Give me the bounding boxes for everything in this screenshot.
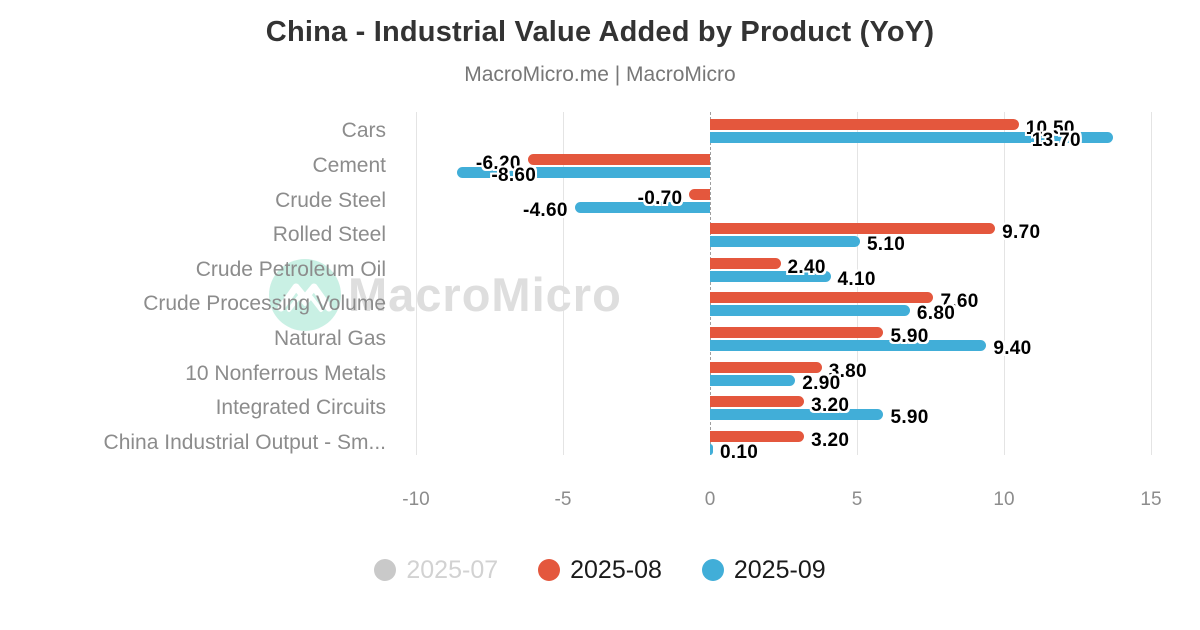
value-label: 9.40 [993,337,1032,359]
x-tick-label: 10 [993,489,1015,510]
bar-2025-09[interactable] [710,374,796,386]
category-label: Natural Gas [273,326,386,350]
category-label: China Industrial Output - Sm... [103,430,386,454]
x-tick-label: 0 [704,489,716,510]
bar-2025-09[interactable] [710,270,831,282]
macromicro-logo-icon [269,259,341,331]
value-label: 5.90 [890,407,929,429]
grid-layer [400,112,1160,455]
value-label: 2.40 [787,256,826,278]
gridline [857,112,858,455]
gridline [416,112,417,455]
value-label: 3.80 [828,360,867,382]
gridline [563,112,564,455]
value-label: 0.10 [719,441,759,463]
legend-item-2025-07[interactable]: 2025-07 [374,553,498,587]
bar-2025-08[interactable] [710,119,1019,131]
legend-item-2025-08[interactable]: 2025-08 [538,553,662,587]
category-label: Cement [312,153,386,177]
value-label: 5.10 [866,234,906,256]
bar-2025-09[interactable] [710,236,860,248]
watermark-text: MacroMicro [348,268,622,321]
value-label: -6.20 [475,152,521,174]
category-label: Cars [341,119,386,143]
bar-2025-08[interactable] [710,326,884,338]
legend-item-2025-09[interactable]: 2025-09 [701,553,826,587]
legend-label: 2025-07 [406,556,499,584]
bar-2025-08[interactable] [710,292,934,304]
category-label: 10 Nonferrous Metals [185,361,386,385]
category-label: Crude Processing Volume [143,292,386,316]
bar-2025-08[interactable] [527,153,710,165]
bar-2025-09[interactable] [710,443,713,455]
value-label: 3.20 [811,395,850,417]
category-label: Crude Petroleum Oil [195,257,386,281]
x-tick-label: -10 [402,489,430,510]
bar-2025-08[interactable] [710,223,996,235]
value-label: 10.50 [1025,118,1075,140]
value-label: 2.90 [802,372,841,394]
value-label: 4.10 [837,268,876,290]
bar-2025-09[interactable] [574,201,710,213]
legend: 2025-07 2025-08 2025-09 [0,553,1200,587]
value-label: 13.70 [1031,130,1081,152]
chart-subtitle: MacroMicro.me | MacroMicro [464,63,736,86]
value-label: 7.60 [940,291,979,313]
bar-2025-09[interactable] [710,132,1113,144]
bar-2025-08[interactable] [689,188,710,200]
category-axis: Cars Cement Crude Steel Rolled Steel Crude P… [0,112,392,455]
legend-marker-icon [374,559,397,581]
watermark: MacroMicro [268,258,622,332]
bar-2025-08[interactable] [710,361,822,373]
bar-2025-08[interactable] [710,430,805,442]
x-axis: -10 -5 0 5 10 15 [400,488,1162,512]
bar-2025-09[interactable] [457,166,710,178]
value-label: 6.80 [916,303,956,325]
bar-2025-08[interactable] [710,257,781,269]
x-tick-label: 15 [1140,489,1162,510]
value-label: 9.70 [1002,222,1041,244]
category-label: Rolled Steel [272,223,386,247]
gridline [1004,112,1005,455]
bar-2025-09[interactable] [710,409,884,421]
x-tick-label: -5 [554,489,572,510]
value-label: -0.70 [637,187,683,209]
legend-label: 2025-08 [570,556,662,584]
category-label: Crude Steel [275,188,386,212]
value-label: 5.90 [890,325,929,347]
value-label: 3.20 [811,429,850,451]
bar-2025-09[interactable] [710,339,987,351]
x-tick-label: 5 [851,489,863,510]
chart-title: China - Industrial Value Added by Produc… [265,16,935,48]
legend-marker-icon [538,559,561,581]
gridline [1151,112,1152,455]
legend-label: 2025-09 [733,556,826,584]
category-label: Integrated Circuits [215,396,386,420]
bar-2025-08[interactable] [710,396,805,408]
value-label: -4.60 [522,199,568,221]
bar-2025-09[interactable] [710,305,910,317]
plot-area: 10.50 -6.20 -0.70 9.70 2.40 7.60 5.90 3.80 3.20 3… [400,112,1160,462]
legend-marker-icon [701,559,724,581]
value-label: -8.60 [491,164,537,186]
zero-line [710,112,711,455]
